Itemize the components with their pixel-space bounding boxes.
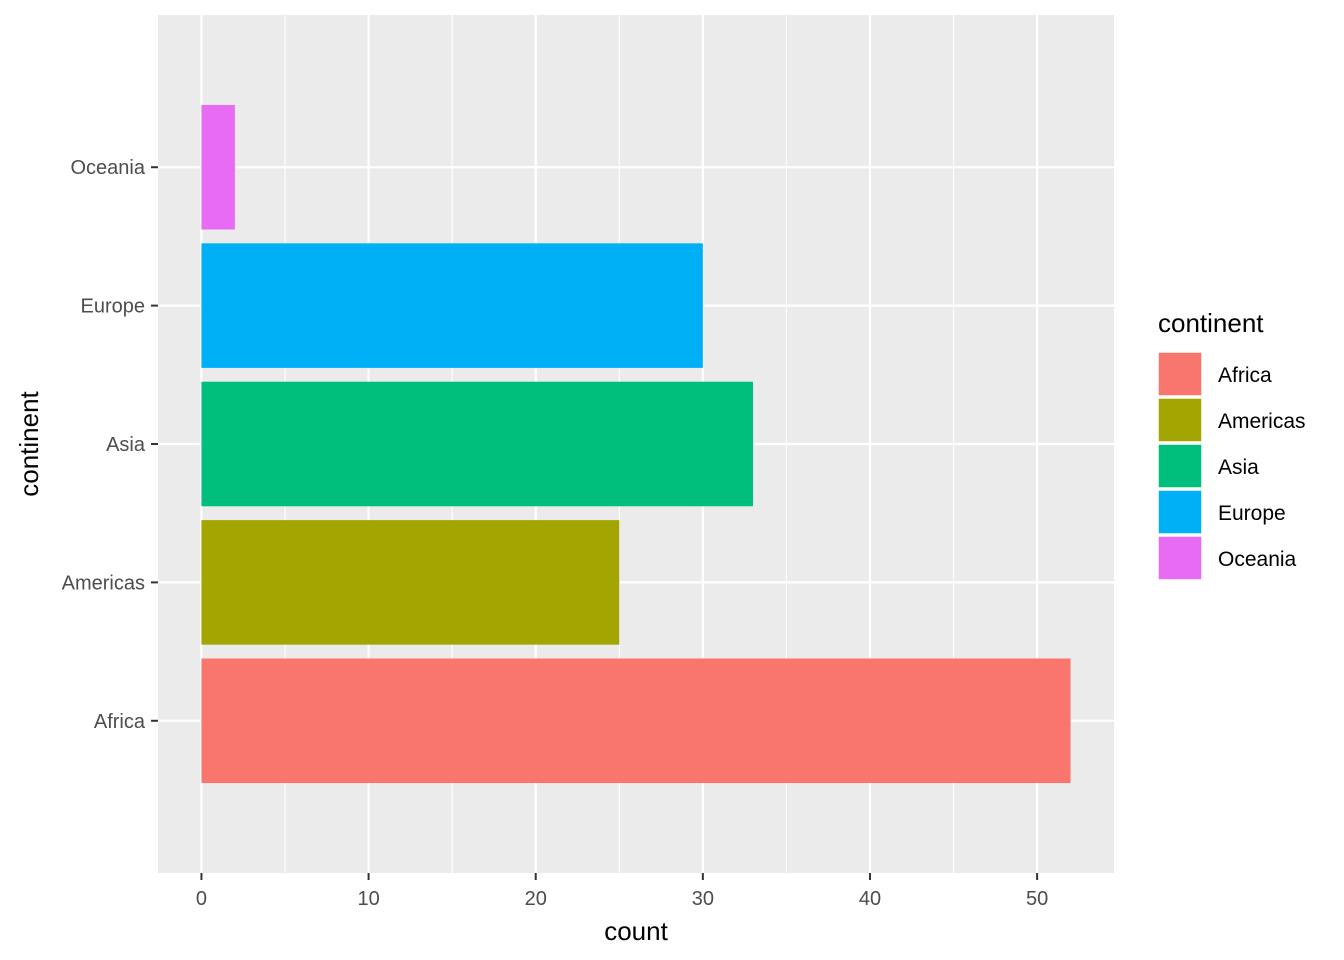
bar-europe: [201, 243, 703, 368]
legend-key-oceania: [1157, 535, 1203, 581]
legend-key-asia: [1157, 443, 1203, 489]
x-axis: 0 10 20 30 40 50: [196, 873, 1048, 910]
bar-oceania: [201, 104, 235, 230]
y-tick-label-oceania: Oceania: [71, 157, 146, 179]
y-tick-label-asia: Asia: [106, 434, 146, 456]
y-tick-label-americas: Americas: [62, 572, 145, 594]
bar-americas: [201, 520, 620, 645]
x-tick-label: 30: [692, 888, 714, 910]
y-tick-label-africa: Africa: [94, 711, 146, 733]
legend-label-oceania: Oceania: [1218, 548, 1297, 571]
legend-title: continent: [1158, 308, 1264, 338]
x-tick-label: 10: [357, 888, 379, 910]
legend-key-europe: [1157, 489, 1203, 535]
legend-label-americas: Americas: [1218, 410, 1306, 433]
legend-key-africa: [1157, 351, 1203, 397]
y-tick-label-europe: Europe: [81, 296, 146, 318]
legend-label-europe: Europe: [1218, 502, 1286, 525]
legend-items: Africa Americas Asia Europe Oceania: [1157, 351, 1306, 581]
bar-asia: [201, 381, 753, 507]
legend: continent Africa Americas Asia Europe Oceani…: [1157, 308, 1306, 581]
legend-label-asia: Asia: [1218, 456, 1259, 479]
x-tick-label: 20: [525, 888, 547, 910]
x-tick-label: 40: [859, 888, 881, 910]
legend-key-americas: [1157, 397, 1203, 443]
x-tick-label: 0: [196, 888, 207, 910]
bar-africa: [201, 658, 1071, 784]
bars: [201, 104, 1071, 784]
y-axis-title: continent: [14, 390, 44, 496]
legend-label-africa: Africa: [1218, 364, 1272, 387]
x-tick-label: 50: [1026, 888, 1048, 910]
x-axis-title: count: [604, 916, 668, 946]
y-axis: Africa Americas Asia Europe Oceania: [62, 157, 158, 733]
